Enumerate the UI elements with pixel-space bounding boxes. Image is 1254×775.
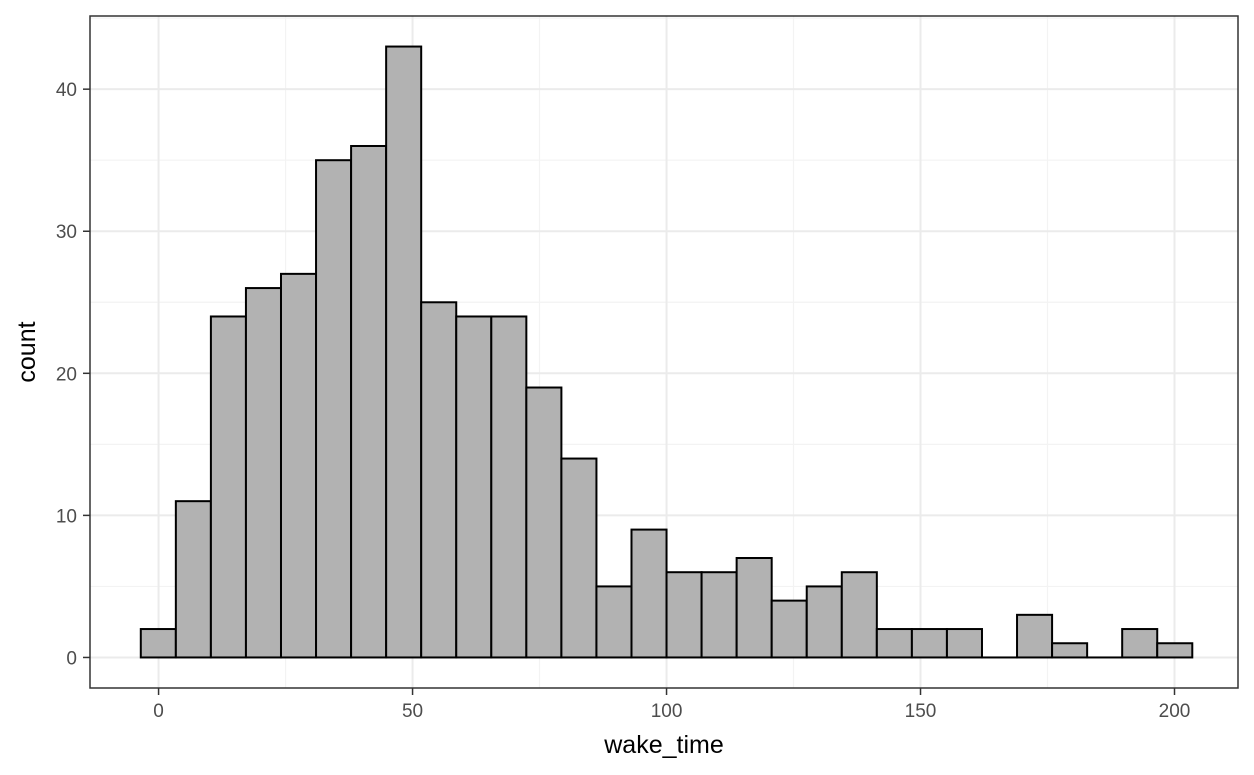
histogram-bar xyxy=(525,386,563,659)
histogram-bar xyxy=(1156,642,1194,659)
histogram-bar xyxy=(805,585,843,659)
histogram-bar xyxy=(910,628,948,659)
histogram-bar xyxy=(1051,642,1089,659)
histogram-bar xyxy=(174,500,212,659)
histogram-bar xyxy=(315,159,353,659)
x-tick-label: 100 xyxy=(651,701,683,722)
histogram-bar xyxy=(560,457,598,659)
histogram-bar xyxy=(665,571,703,659)
histogram-bar xyxy=(139,628,177,659)
y-axis-title: count xyxy=(13,321,41,382)
histogram-bar xyxy=(875,628,913,659)
x-tick-label: 150 xyxy=(905,701,937,722)
histogram-bar xyxy=(279,272,318,659)
histogram-bar xyxy=(735,557,773,659)
histogram-bars xyxy=(139,45,1194,659)
y-axis: 0 10 20 30 40 xyxy=(56,80,90,669)
histogram-bar xyxy=(700,571,738,659)
histogram-bar xyxy=(455,315,493,659)
histogram-bar xyxy=(350,144,388,659)
histogram-bar xyxy=(420,301,458,659)
histogram-bar xyxy=(1121,628,1159,659)
histogram-bar xyxy=(595,585,633,659)
x-axis: 0 50 100 150 200 xyxy=(153,688,1190,722)
x-tick-label: 0 xyxy=(153,701,164,722)
y-tick-label: 10 xyxy=(56,506,77,527)
histogram-bar xyxy=(209,315,247,659)
histogram-bar xyxy=(490,315,528,659)
x-tick-label: 50 xyxy=(402,701,423,722)
histogram-bar xyxy=(770,599,808,659)
histogram-bar xyxy=(385,45,423,659)
x-axis-title: wake_time xyxy=(603,731,724,759)
histogram-bar xyxy=(840,571,878,659)
histogram-bar xyxy=(244,287,282,659)
panel-border xyxy=(89,15,1239,689)
y-tick-label: 20 xyxy=(56,364,77,385)
histogram-bar xyxy=(630,528,668,659)
y-tick-label: 30 xyxy=(56,222,77,243)
histogram-bar xyxy=(945,628,983,659)
y-tick-label: 40 xyxy=(56,80,77,101)
y-tick-label: 0 xyxy=(66,648,77,669)
x-tick-label: 200 xyxy=(1159,701,1191,722)
histogram-bar xyxy=(1016,613,1054,659)
